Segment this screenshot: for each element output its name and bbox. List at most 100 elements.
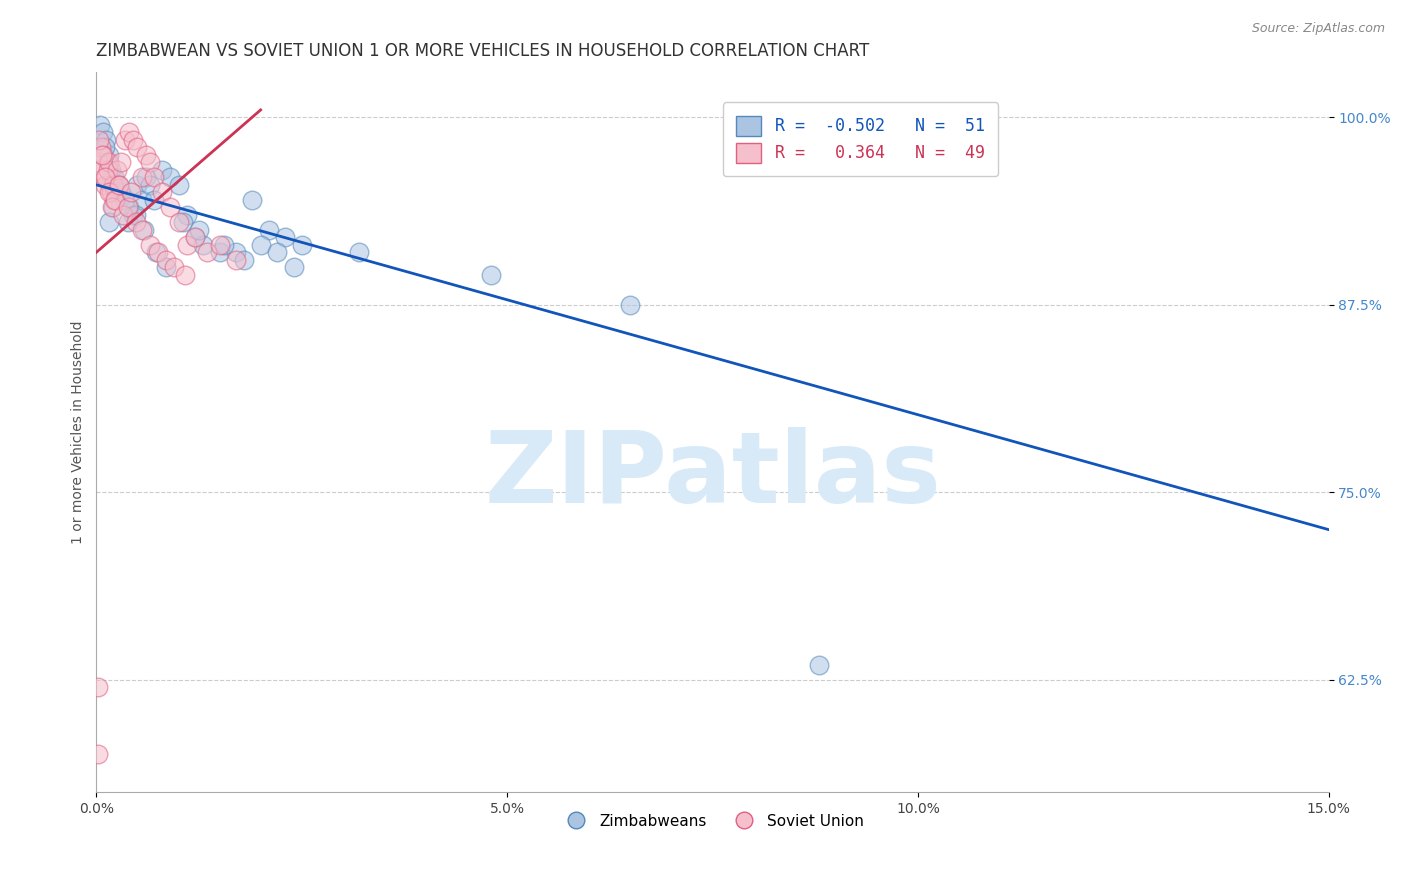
Point xyxy=(131,170,153,185)
Point xyxy=(135,148,157,162)
Point xyxy=(146,245,169,260)
Point xyxy=(91,148,114,162)
Point xyxy=(93,140,115,154)
Point xyxy=(142,193,165,207)
Point xyxy=(155,252,177,267)
Point xyxy=(87,747,110,762)
Point xyxy=(176,208,198,222)
Point xyxy=(105,186,128,200)
Point xyxy=(174,268,197,282)
Point xyxy=(172,215,194,229)
Point xyxy=(87,133,110,147)
Point xyxy=(118,200,141,214)
Point xyxy=(122,133,145,147)
Point xyxy=(808,657,831,672)
Point xyxy=(184,230,207,244)
Point xyxy=(96,170,118,185)
Point xyxy=(105,178,128,192)
Point xyxy=(104,193,127,207)
Point xyxy=(122,208,145,222)
Point xyxy=(110,186,132,200)
Point xyxy=(225,252,247,267)
Point xyxy=(87,155,110,169)
Point xyxy=(155,260,177,275)
Point xyxy=(159,170,181,185)
Point xyxy=(619,298,641,312)
Text: ZIPatlas: ZIPatlas xyxy=(484,427,941,524)
Point xyxy=(479,268,502,282)
Point xyxy=(117,200,139,214)
Point xyxy=(96,155,118,169)
Point xyxy=(118,125,141,139)
Point xyxy=(208,237,231,252)
Point xyxy=(114,133,136,147)
Point xyxy=(91,125,114,139)
Point xyxy=(108,178,131,192)
Point xyxy=(167,178,190,192)
Point xyxy=(195,245,218,260)
Point xyxy=(208,245,231,260)
Point xyxy=(101,200,124,214)
Point xyxy=(225,245,247,260)
Text: Source: ZipAtlas.com: Source: ZipAtlas.com xyxy=(1251,22,1385,36)
Point xyxy=(274,230,297,244)
Point xyxy=(159,200,181,214)
Point xyxy=(97,162,120,177)
Point xyxy=(188,223,211,237)
Point xyxy=(89,118,111,132)
Point xyxy=(103,170,125,185)
Point xyxy=(249,237,271,252)
Point xyxy=(125,208,148,222)
Point xyxy=(107,178,129,192)
Point xyxy=(132,223,155,237)
Point xyxy=(97,148,120,162)
Text: ZIMBABWEAN VS SOVIET UNION 1 OR MORE VEHICLES IN HOUSEHOLD CORRELATION CHART: ZIMBABWEAN VS SOVIET UNION 1 OR MORE VEH… xyxy=(97,42,869,60)
Point xyxy=(110,155,132,169)
Point xyxy=(93,178,115,192)
Point xyxy=(103,193,125,207)
Point xyxy=(150,162,173,177)
Point xyxy=(142,170,165,185)
Point xyxy=(98,178,121,192)
Point xyxy=(117,215,139,229)
Point xyxy=(283,260,305,275)
Point xyxy=(105,162,128,177)
Point xyxy=(291,237,314,252)
Point xyxy=(125,215,148,229)
Point xyxy=(100,186,122,200)
Point xyxy=(111,208,134,222)
Point xyxy=(127,140,149,154)
Point xyxy=(266,245,288,260)
Point xyxy=(97,215,120,229)
Point xyxy=(139,155,162,169)
Y-axis label: 1 or more Vehicles in Household: 1 or more Vehicles in Household xyxy=(72,320,86,544)
Point xyxy=(131,223,153,237)
Point xyxy=(114,193,136,207)
Point xyxy=(145,245,167,260)
Point xyxy=(120,186,142,200)
Point xyxy=(90,140,112,154)
Point xyxy=(150,186,173,200)
Point xyxy=(101,178,124,192)
Point xyxy=(91,148,114,162)
Point xyxy=(184,230,207,244)
Point xyxy=(163,260,186,275)
Point xyxy=(98,155,121,169)
Point xyxy=(127,178,149,192)
Point xyxy=(349,245,371,260)
Point xyxy=(96,133,118,147)
Point xyxy=(89,162,111,177)
Legend: Zimbabweans, Soviet Union: Zimbabweans, Soviet Union xyxy=(554,807,870,835)
Point xyxy=(100,162,122,177)
Point xyxy=(108,193,131,207)
Point xyxy=(257,223,280,237)
Point xyxy=(87,680,110,694)
Point xyxy=(212,237,235,252)
Point xyxy=(139,237,162,252)
Point xyxy=(97,186,120,200)
Point xyxy=(167,215,190,229)
Point xyxy=(101,200,124,214)
Point xyxy=(242,193,264,207)
Point xyxy=(191,237,214,252)
Point xyxy=(94,170,117,185)
